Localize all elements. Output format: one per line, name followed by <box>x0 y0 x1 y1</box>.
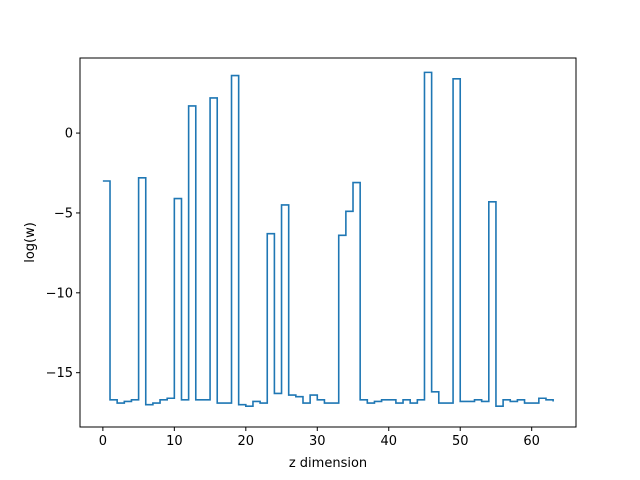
y-axis-ticks: −15 −10 −5 0 <box>46 127 80 381</box>
series-layer <box>102 71 554 408</box>
y-tick-label: −15 <box>46 366 73 381</box>
x-axis-label: z dimension <box>289 456 367 471</box>
x-tick-label: 60 <box>523 434 540 449</box>
x-axis-ticks: 0 10 20 30 40 50 60 <box>99 427 540 449</box>
y-tick-label: 0 <box>65 127 73 142</box>
axes-frame <box>79 57 577 428</box>
y-tick-label: −10 <box>46 286 73 301</box>
plot-area <box>80 58 576 427</box>
y-axis-label: log(w) <box>23 222 38 263</box>
x-tick-label: 40 <box>380 434 397 449</box>
x-tick-label: 20 <box>238 434 255 449</box>
x-tick-label: 10 <box>166 434 183 449</box>
x-tick-label: 30 <box>309 434 326 449</box>
x-tick-label: 0 <box>99 434 107 449</box>
series-step-line <box>102 71 554 408</box>
y-tick-label: −5 <box>54 206 73 221</box>
x-tick-label: 50 <box>452 434 469 449</box>
